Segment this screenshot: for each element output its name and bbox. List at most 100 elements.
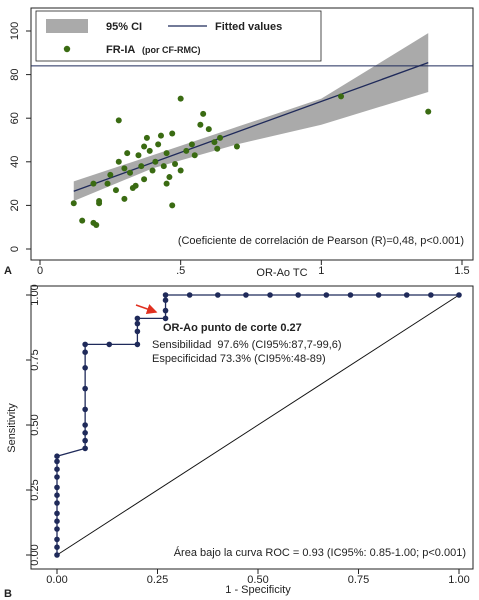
roc-point	[54, 500, 60, 506]
roc-point	[428, 292, 434, 298]
legend: 95% CI Fitted values FR-IA (por CF-RMC)	[35, 10, 322, 62]
y-tick-label: 1.00	[29, 284, 41, 305]
scatter-point	[200, 110, 207, 117]
panel-a: 0 20 40 60 80 100 0 .5 1 1.5 95% CI Fitted value…	[4, 7, 474, 279]
y-tick-label: 0.50	[29, 414, 41, 435]
roc-point	[323, 292, 330, 298]
scatter-point	[177, 167, 184, 174]
roc-point	[54, 484, 60, 491]
roc-point	[134, 315, 141, 322]
roc-points	[54, 292, 462, 558]
y-tick-label: 20	[9, 199, 21, 211]
panel-b-x-ticks: 0.00 0.25 0.50 0.75 1.00	[46, 569, 470, 586]
x-tick-label: 0.50	[247, 574, 268, 586]
scatter-point	[217, 134, 224, 141]
x-tick-label: 0.75	[348, 574, 369, 586]
scatter-point	[177, 95, 184, 102]
scatter-point	[141, 143, 148, 150]
y-tick-label: 0.00	[29, 544, 41, 565]
scatter-point	[152, 158, 159, 165]
roc-point	[54, 518, 60, 524]
panel-a-label: A	[4, 265, 12, 277]
roc-point	[54, 526, 60, 532]
scatter-point	[155, 141, 162, 148]
y-tick-label: 60	[9, 112, 21, 124]
scatter-point	[124, 150, 131, 157]
legend-points-sub: (por CF-RMC)	[142, 45, 200, 55]
y-tick-label: 0.75	[29, 349, 41, 370]
pearson-annotation: (Coeficiente de correlación de Pearson (…	[178, 235, 464, 247]
x-tick-label: .5	[176, 265, 185, 277]
legend-fit-label: Fitted values	[215, 21, 282, 33]
roc-point	[54, 536, 60, 543]
scatter-point	[121, 165, 128, 172]
scatter-point	[205, 126, 212, 133]
legend-ci-swatch	[46, 19, 88, 33]
roc-point	[82, 385, 88, 392]
panel-b-y-axis-label: Sensitivity	[6, 403, 18, 453]
scatter-point	[163, 150, 170, 157]
scatter-point	[112, 187, 119, 194]
scatter-point	[211, 139, 218, 146]
roc-point	[82, 349, 88, 356]
roc-point	[106, 341, 113, 348]
legend-points-main: FR-IA	[106, 44, 135, 56]
scatter-point	[115, 117, 122, 124]
x-tick-label: 0.00	[46, 574, 67, 586]
scatter-point	[93, 222, 100, 229]
scatter-point	[146, 147, 153, 154]
roc-point	[82, 341, 88, 348]
scatter-point	[188, 141, 195, 148]
specificity-text: Especificidad 73.3% (CI95%:48-89)	[152, 353, 326, 365]
roc-point	[267, 292, 273, 298]
roc-point	[295, 292, 302, 298]
scatter-point	[163, 180, 170, 187]
roc-point	[82, 422, 88, 428]
auc-annotation: Área bajo la curva ROC = 0.93 (IC95%: 0.…	[174, 546, 466, 559]
scatter-point	[149, 167, 156, 174]
legend-points-label: FR-IA (por CF-RMC)	[106, 44, 200, 56]
y-tick-label: 0.25	[29, 479, 41, 500]
scatter-point	[107, 171, 114, 178]
scatter-point	[166, 174, 173, 181]
roc-point	[54, 453, 60, 460]
cutoff-label: OR-Ao punto de corte 0.27	[163, 322, 302, 334]
scatter-point	[141, 176, 148, 183]
scatter-point	[425, 108, 432, 115]
x-tick-label: 1	[318, 265, 324, 277]
fitted-line	[73, 61, 429, 192]
scatter-points	[70, 93, 432, 229]
panel-b-x-axis-label: 1 - Specificity	[225, 584, 291, 596]
roc-point	[186, 292, 193, 298]
reference-diagonal	[56, 294, 460, 556]
roc-point	[162, 292, 169, 298]
roc-point	[54, 458, 60, 465]
scatter-point	[127, 169, 134, 176]
roc-point	[243, 292, 249, 298]
legend-points-marker	[63, 45, 71, 53]
scatter-point	[135, 152, 142, 159]
roc-point	[215, 292, 221, 298]
panel-a-y-ticks: 0 20 40 60 80 100	[9, 22, 31, 252]
roc-point	[82, 437, 88, 444]
roc-point	[54, 492, 60, 499]
panel-b: 0.00 0.25 0.50 0.75 1.00 0.00 0.25 0.50 0.75 1.0…	[4, 284, 474, 600]
roc-point	[82, 445, 88, 452]
panel-a-x-axis-label: OR-Ao TC	[256, 267, 307, 279]
scatter-point	[121, 195, 128, 202]
y-tick-label: 100	[9, 22, 21, 40]
panel-b-y-ticks: 0.00 0.25 0.50 0.75 1.00	[26, 284, 41, 566]
roc-point	[82, 406, 88, 413]
roc-point	[403, 292, 410, 298]
scatter-point	[338, 93, 345, 100]
scatter-point	[70, 200, 77, 207]
roc-point	[162, 307, 169, 314]
scatter-point	[214, 145, 221, 152]
roc-point	[82, 430, 88, 436]
scatter-point	[90, 180, 97, 187]
roc-point	[82, 365, 88, 371]
roc-point	[134, 341, 141, 348]
scatter-point	[157, 132, 164, 139]
roc-point	[54, 552, 60, 558]
x-tick-label: 1.00	[448, 574, 469, 586]
